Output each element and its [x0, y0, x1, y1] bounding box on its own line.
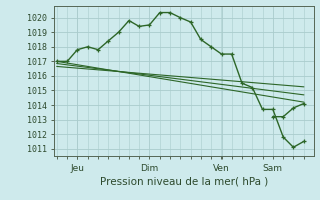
X-axis label: Pression niveau de la mer( hPa ): Pression niveau de la mer( hPa ) — [100, 177, 268, 187]
